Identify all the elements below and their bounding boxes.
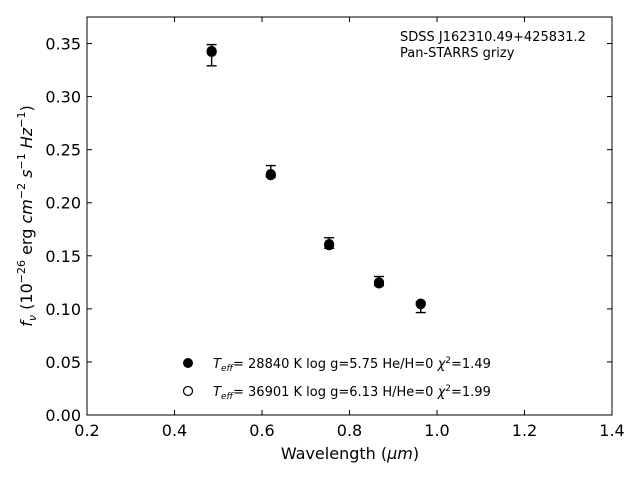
y-tick-label: 0.00 xyxy=(45,406,81,425)
x-axis-label: Wavelength (μm) xyxy=(281,444,419,463)
y-tick-label: 0.25 xyxy=(45,141,81,160)
y-tick-label: 0.10 xyxy=(45,300,81,319)
plot-frame xyxy=(86,16,613,416)
annotation-object-name: SDSS J162310.49+425831.2 xyxy=(400,30,586,45)
legend-marker-filled xyxy=(183,358,193,368)
legend-entry-1: Teff= 28840 K log g=5.75 He/H=0 χ2=1.49 xyxy=(213,356,491,374)
annotation-survey: Pan-STARRS grizy xyxy=(400,46,515,61)
y-tick-label: 0.35 xyxy=(45,35,81,54)
point-model-36901k xyxy=(206,46,217,58)
axis-ticks: 0.2 0.4 0.6 0.8 1.0 1.2 1.4 0.00 0.05 0.10 0.15 0.2… xyxy=(45,17,625,440)
x-tick-label: 0.6 xyxy=(249,421,274,440)
x-tick-label: 1.2 xyxy=(512,421,537,440)
point-model-36901k xyxy=(265,170,276,181)
point-model-36901k xyxy=(324,240,335,251)
legend-entry-2: Teff= 36901 K log g=6.13 H/He=0 χ2=1.99 xyxy=(213,384,491,402)
point-model-36901k xyxy=(373,277,385,288)
x-tick-label: 0.4 xyxy=(162,421,187,440)
y-tick-label: 0.15 xyxy=(45,247,81,266)
legend-marker-open xyxy=(182,385,194,397)
y-tick-label: 0.05 xyxy=(45,353,81,372)
point-model-36901k xyxy=(415,298,426,310)
legend: Teff= 28840 K log g=5.75 He/H=0 χ2=1.49 … xyxy=(182,356,491,402)
x-tick-label: 1.4 xyxy=(599,421,624,440)
x-tick-label: 0.8 xyxy=(337,421,362,440)
y-axis-label: fν (10−26 erg cm−2 s−1 Hz−1) xyxy=(15,105,39,326)
x-tick-label: 0.2 xyxy=(74,421,99,440)
x-tick-label: 1.0 xyxy=(424,421,449,440)
y-tick-label: 0.30 xyxy=(45,88,81,107)
data-points xyxy=(206,45,426,310)
y-tick-label: 0.20 xyxy=(45,194,81,213)
